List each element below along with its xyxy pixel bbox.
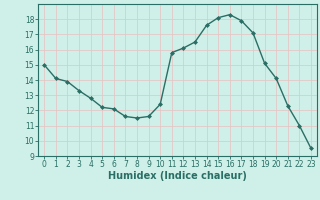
X-axis label: Humidex (Indice chaleur): Humidex (Indice chaleur) (108, 171, 247, 181)
